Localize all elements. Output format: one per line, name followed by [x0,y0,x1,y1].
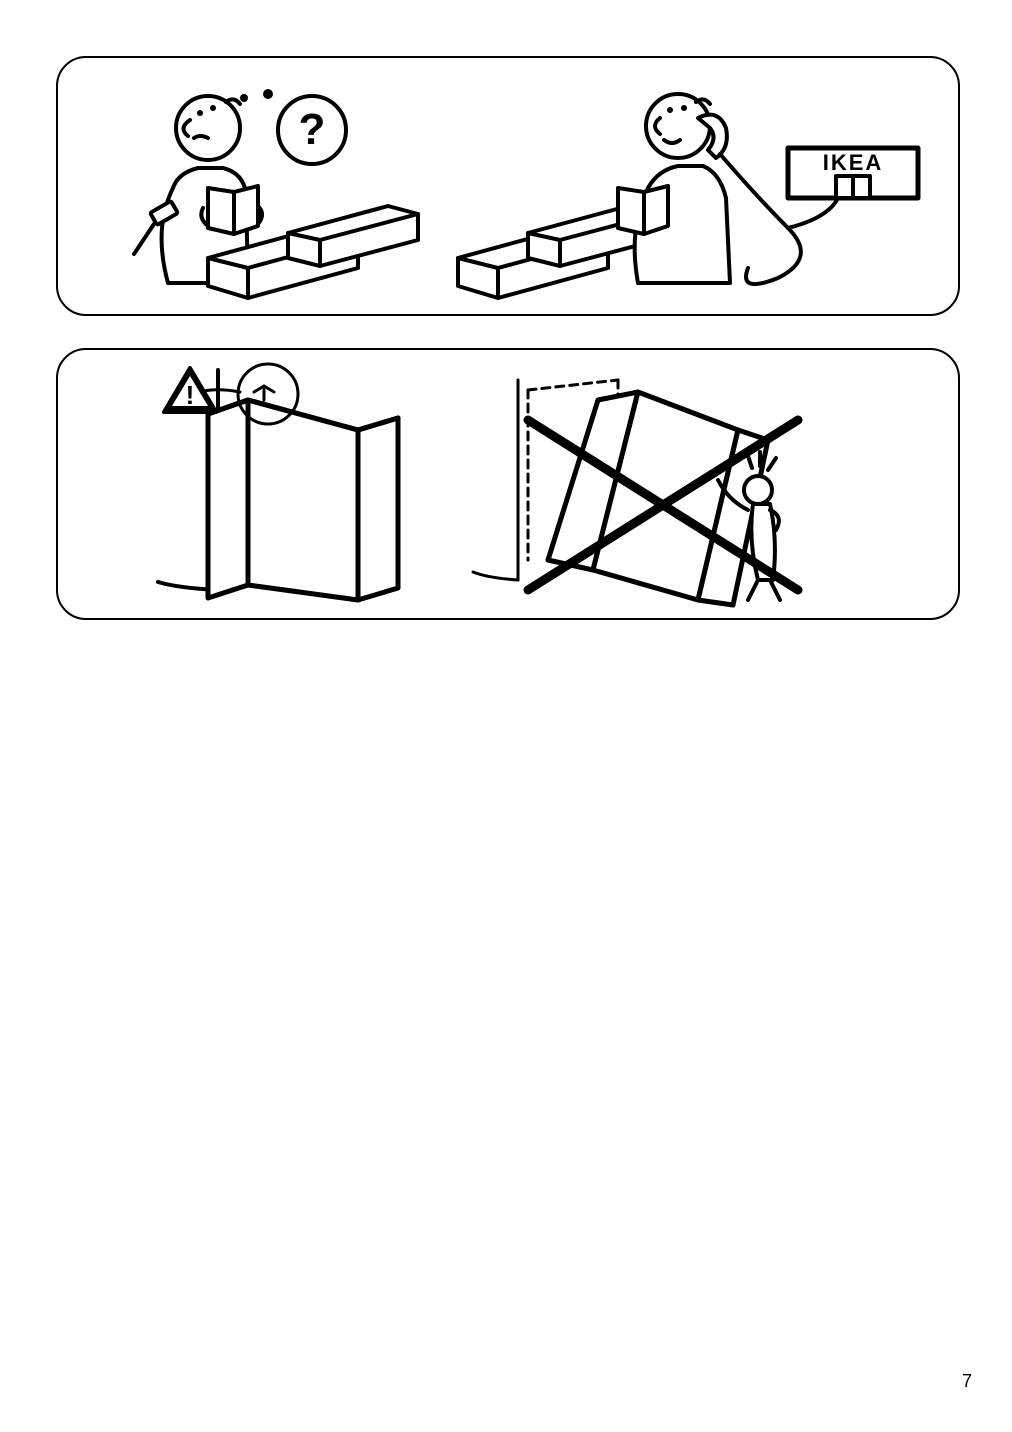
warning-mark: ! [186,380,195,410]
help-panel: ? [56,56,960,316]
safety-illustration: ! [58,350,958,618]
help-illustration: ? [58,58,958,314]
ikea-logo-text: IKEA [823,150,884,175]
safety-panel: ! [56,348,960,620]
instruction-page: ? [0,0,1012,1432]
question-mark: ? [299,105,326,154]
page-number: 7 [962,1371,972,1392]
